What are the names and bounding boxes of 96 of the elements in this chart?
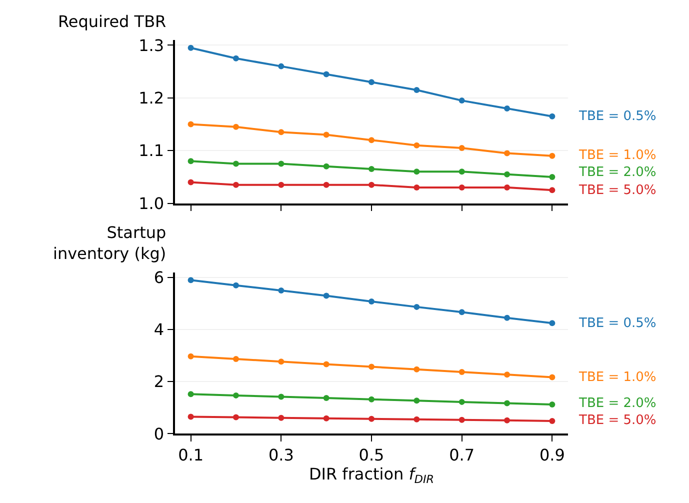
- point: [188, 414, 194, 420]
- y-tick-label: 1.2: [138, 88, 164, 108]
- y-tick-label: 6: [154, 268, 164, 288]
- point: [458, 98, 465, 104]
- point: [232, 282, 239, 288]
- point: [458, 416, 465, 423]
- y-tick-label: 0: [154, 424, 164, 444]
- x-tick-label: 0.7: [449, 446, 475, 465]
- point: [232, 160, 239, 167]
- point: [549, 187, 556, 194]
- point: [232, 414, 239, 420]
- series-label: TBE = 5.0%: [578, 183, 656, 198]
- x-tick-label: 0.9: [539, 446, 565, 465]
- point: [458, 144, 465, 151]
- y-tick-label: 2: [154, 372, 164, 392]
- y-tick-label: 1.3: [138, 36, 164, 55]
- point: [188, 158, 194, 164]
- point: [414, 168, 420, 175]
- point: [549, 152, 556, 159]
- point: [323, 395, 330, 402]
- point: [368, 298, 374, 304]
- series-label: TBE = 2.0%: [578, 165, 656, 180]
- y-tick-label: 4: [154, 320, 164, 340]
- point: [368, 182, 374, 188]
- series-label: TBE = 1.0%: [578, 370, 656, 385]
- point: [278, 358, 284, 365]
- series-label: TBE = 5.0%: [578, 413, 656, 428]
- series-label: TBE = 0.5%: [578, 109, 656, 124]
- x-tick-label: 0.5: [358, 446, 384, 465]
- point: [414, 366, 420, 372]
- point: [458, 398, 465, 405]
- point: [323, 292, 330, 299]
- point: [323, 361, 330, 368]
- point: [504, 171, 510, 178]
- point: [458, 168, 465, 175]
- point: [414, 142, 420, 148]
- point: [232, 182, 239, 188]
- point: [232, 55, 239, 62]
- x-tick-label: 0.3: [268, 446, 294, 465]
- y-tick-label: 1.1: [138, 141, 164, 160]
- point: [232, 124, 239, 130]
- x-axis-title: DIR fraction f$_{DIR}$: [308, 464, 434, 486]
- point: [414, 416, 420, 422]
- point: [414, 398, 420, 404]
- point: [188, 44, 194, 51]
- point: [188, 179, 194, 186]
- point: [458, 369, 465, 376]
- point: [504, 184, 510, 190]
- point: [414, 184, 420, 190]
- point: [549, 320, 556, 326]
- point: [323, 415, 330, 422]
- y-tick-label: 1.0: [138, 194, 164, 213]
- point: [458, 184, 465, 190]
- point: [188, 277, 194, 284]
- x-tick-label: 0.1: [178, 446, 204, 465]
- point: [323, 163, 330, 170]
- point: [549, 113, 556, 120]
- point: [504, 400, 510, 406]
- point: [323, 71, 330, 78]
- point: [278, 63, 284, 70]
- point: [232, 392, 239, 398]
- point: [504, 150, 510, 156]
- point: [414, 87, 420, 94]
- point: [549, 374, 556, 380]
- y-axis-title: Startup inventory (kg): [53, 223, 166, 263]
- point: [549, 174, 556, 180]
- point: [414, 304, 420, 310]
- point: [278, 129, 284, 136]
- point: [278, 160, 284, 167]
- point: [323, 182, 330, 188]
- point: [188, 353, 194, 360]
- point: [368, 137, 374, 144]
- point: [278, 182, 284, 188]
- series-label: TBE = 0.5%: [578, 316, 656, 331]
- point: [368, 396, 374, 402]
- point: [368, 79, 374, 86]
- point: [458, 309, 465, 316]
- point: [504, 105, 510, 112]
- point: [549, 418, 556, 424]
- series-label: TBE = 1.0%: [578, 148, 656, 163]
- series-label: TBE = 2.0%: [578, 396, 656, 411]
- point: [504, 314, 510, 321]
- point: [278, 394, 284, 400]
- point: [368, 166, 374, 172]
- point: [232, 356, 239, 362]
- y-axis-title: Required TBR: [58, 12, 166, 31]
- point: [504, 372, 510, 378]
- point: [504, 417, 510, 424]
- point: [368, 364, 374, 370]
- point: [278, 414, 284, 421]
- point: [323, 132, 330, 138]
- point: [278, 288, 284, 294]
- point: [188, 121, 194, 128]
- point: [549, 402, 556, 408]
- point: [368, 416, 374, 422]
- point: [188, 391, 194, 398]
